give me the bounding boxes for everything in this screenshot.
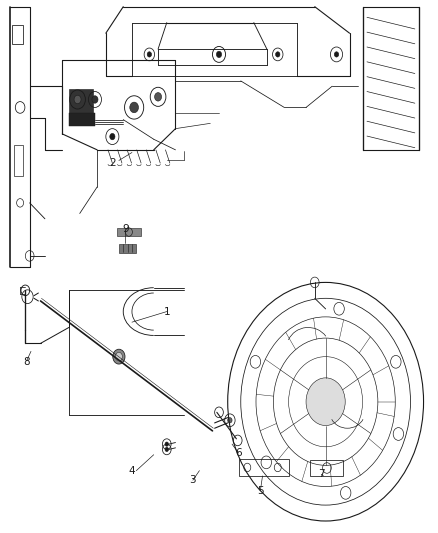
Circle shape — [155, 93, 162, 101]
Text: 4: 4 — [129, 466, 135, 475]
Bar — [119, 244, 136, 253]
Circle shape — [113, 349, 125, 364]
Circle shape — [92, 96, 98, 103]
Text: 9: 9 — [122, 224, 129, 235]
Text: 1: 1 — [163, 306, 170, 317]
Text: 5: 5 — [257, 486, 264, 496]
Circle shape — [276, 52, 280, 57]
Bar — [14, 144, 23, 176]
Circle shape — [130, 102, 138, 113]
Circle shape — [165, 442, 169, 446]
Circle shape — [165, 447, 169, 451]
Circle shape — [110, 133, 115, 140]
Text: 3: 3 — [190, 475, 196, 485]
Text: 8: 8 — [23, 357, 30, 367]
Bar — [311, 460, 343, 476]
Bar — [69, 89, 93, 113]
Bar — [12, 25, 23, 44]
Circle shape — [306, 378, 345, 425]
Text: 7: 7 — [318, 470, 325, 479]
Bar — [117, 228, 141, 236]
Circle shape — [116, 352, 122, 361]
Circle shape — [74, 95, 81, 104]
Text: 6: 6 — [235, 448, 242, 458]
Circle shape — [147, 52, 152, 57]
Circle shape — [334, 52, 339, 57]
Circle shape — [228, 418, 232, 423]
Text: 2: 2 — [109, 158, 116, 168]
Bar — [239, 459, 289, 476]
Circle shape — [216, 51, 222, 58]
Bar — [69, 113, 95, 126]
